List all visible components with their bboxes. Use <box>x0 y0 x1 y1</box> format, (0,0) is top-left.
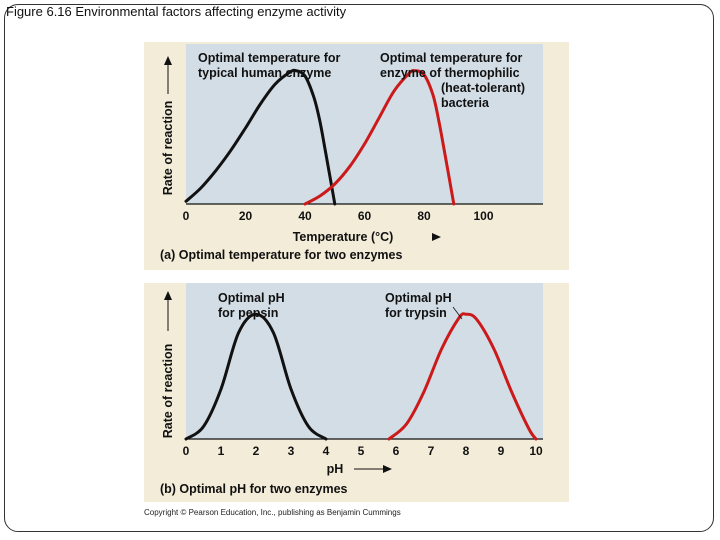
x-tick-label: 2 <box>253 444 260 458</box>
x-tick-label: 100 <box>473 209 493 223</box>
series-label-2: for trypsin <box>385 306 447 320</box>
x-tick-label: 0 <box>183 444 190 458</box>
series-label-2: (heat-tolerant) <box>441 81 525 95</box>
series-curve-1 <box>184 68 337 206</box>
y-axis-arrowhead <box>164 291 172 300</box>
chart-panel-temperature: 0 20 40 60 80 100 Optimal temperature for typic… <box>144 42 569 270</box>
series-curve-1 <box>184 312 328 441</box>
series-label-2: enzyme of thermophilic <box>380 66 520 80</box>
y-axis-arrowhead <box>164 56 172 65</box>
x-axis-arrowhead <box>432 233 441 241</box>
chart-panel-ph: 0 1 2 3 4 5 6 7 8 9 10 Optimal pH for pepsin Optimal … <box>144 283 569 502</box>
x-axis-label: pH <box>327 462 344 476</box>
series-label-2: Optimal pH <box>385 291 452 305</box>
y-axis-label: Rate of reaction <box>161 344 175 438</box>
series-label-1: Optimal pH <box>218 291 285 305</box>
series-label-1: for pepsin <box>218 306 278 320</box>
x-tick-label: 1 <box>218 444 225 458</box>
x-tick-label: 8 <box>463 444 470 458</box>
x-tick-label: 5 <box>358 444 365 458</box>
x-axis-label: Temperature (°C) <box>293 230 394 244</box>
x-tick-label: 3 <box>288 444 295 458</box>
series-label-1: typical human enzyme <box>198 66 331 80</box>
x-tick-label: 60 <box>358 209 372 223</box>
slide-title: Figure 6.16 Environmental factors affect… <box>6 4 347 19</box>
x-tick-label: 20 <box>239 209 253 223</box>
copyright-notice: Copyright © Pearson Education, Inc., pub… <box>144 508 401 517</box>
x-tick-label: 9 <box>498 444 505 458</box>
label-leader-line <box>452 306 463 320</box>
x-tick-label: 7 <box>428 444 435 458</box>
series-label-2: Optimal temperature for <box>380 51 523 65</box>
x-tick-label: 0 <box>183 209 190 223</box>
x-axis-arrowhead <box>383 465 392 473</box>
x-tick-label: 10 <box>529 444 543 458</box>
series-curve-2 <box>303 69 456 206</box>
plot-area <box>186 283 543 439</box>
series-curve-2 <box>387 312 538 441</box>
series-label-1: Optimal temperature for <box>198 51 341 65</box>
series-label-2: bacteria <box>441 96 490 110</box>
panel-caption: (a) Optimal temperature for two enzymes <box>160 248 402 262</box>
x-tick-label: 6 <box>393 444 400 458</box>
x-tick-label: 80 <box>417 209 431 223</box>
x-tick-label: 40 <box>298 209 312 223</box>
panel-caption: (b) Optimal pH for two enzymes <box>160 482 348 496</box>
slide-frame <box>4 4 714 532</box>
x-tick-label: 4 <box>323 444 330 458</box>
plot-area <box>186 44 543 204</box>
y-axis-label: Rate of reaction <box>161 101 175 195</box>
